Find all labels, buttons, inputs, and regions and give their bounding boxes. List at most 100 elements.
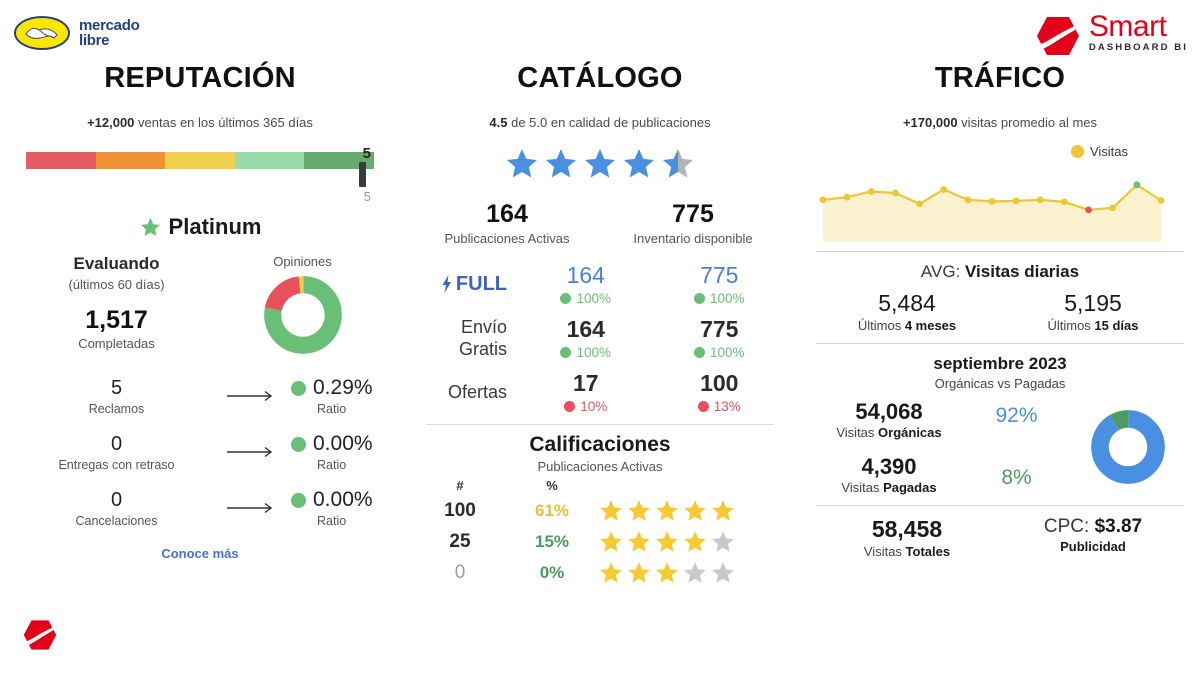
cancel-label: Cancelaciones <box>75 513 158 528</box>
cancel-ratio-row: 0.00% <box>291 488 386 512</box>
cancel-ratio-block: 0.00% Ratio <box>281 488 386 528</box>
rating-pct-3: 0% <box>539 563 565 582</box>
cancel-ratio-label: Ratio <box>317 514 347 528</box>
organic-label-prefix: Visitas <box>836 425 879 440</box>
total-visits-value: 58,458 <box>871 516 943 542</box>
reputation-segment-4 <box>234 152 305 169</box>
legend-label-visitas: Visitas <box>1089 144 1128 159</box>
catalog-active-value: 164 <box>486 200 528 228</box>
reputation-level-label: Platinum <box>168 214 262 239</box>
ratings-subtitle: Publicaciones Activas <box>537 459 663 474</box>
ratings-header: # % <box>414 478 786 493</box>
catalog-freeship-inventory-pct-text: 100% <box>709 345 745 360</box>
avg-15days-label: Últimos 15 días <box>1000 318 1186 333</box>
reputation-title: REPUTACIÓN <box>104 62 296 94</box>
table-row: 25 15% <box>414 529 786 555</box>
ratings-header-stars <box>598 478 786 493</box>
status-dot-red <box>564 401 576 412</box>
star-icon <box>628 500 650 521</box>
star-icon <box>140 217 160 236</box>
reputation-column: REPUTACIÓN +12,000 ventas en los últimos… <box>0 62 400 586</box>
avg-15days-bold: 15 días <box>1094 318 1139 333</box>
avg-title-prefix: AVG: <box>920 262 966 281</box>
organic-label: Visitas Orgánicas <box>814 425 964 440</box>
late-ratio-label: Ratio <box>317 458 347 472</box>
star-icon <box>628 531 650 552</box>
avg-values: 5,484 Últimos 4 meses 5,195 Últimos 15 d… <box>814 290 1186 333</box>
avg-4months-prefix: Últimos <box>857 318 905 333</box>
catalog-full-text: FULL <box>455 273 507 295</box>
reputation-level: Platinum <box>14 214 386 240</box>
star-icon <box>656 500 678 521</box>
reputation-segment-2 <box>95 152 166 169</box>
star-icon <box>684 531 706 552</box>
traffic-visits-value: +170,000 <box>902 115 958 130</box>
rating-count-5: 100 <box>444 500 476 521</box>
organic-label-bold: Orgánicas <box>878 425 942 440</box>
completed-label: Completadas <box>78 336 155 351</box>
handshake-icon <box>14 16 70 50</box>
total-visits-bold: Totales <box>905 544 951 559</box>
reputation-marker <box>359 162 366 187</box>
status-dot-green <box>291 492 306 508</box>
catalog-active-block: 164 Publicaciones Activas <box>414 200 600 246</box>
reputation-sales-text: ventas en los últimos 365 días <box>134 115 313 130</box>
star-icon <box>684 500 706 521</box>
reputation-metrics: Evaluando (últimos 60 días) 1,517 Comple… <box>14 254 386 561</box>
paid-value: 4,390 <box>861 454 917 479</box>
status-dot-green <box>693 293 705 304</box>
organic-value: 54,068 <box>855 399 923 424</box>
smart-footer-logo <box>22 618 58 657</box>
catalog-offers-active-pct: 10% <box>519 399 653 414</box>
divider <box>426 424 774 425</box>
star-icon <box>712 500 734 521</box>
cancel-count-block: 0 Cancelaciones <box>14 489 219 528</box>
avg-15days-value: 5,195 <box>1064 290 1122 316</box>
catalog-offers-inventory-pct-text: 13% <box>713 399 741 414</box>
catalog-full-inventory-pct-text: 100% <box>709 291 745 306</box>
avg-4months-value: 5,484 <box>878 290 936 316</box>
catalog-full-label: FULL <box>414 273 519 295</box>
star-icon <box>546 149 576 178</box>
conoce-mas-link[interactable]: Conoce más <box>161 546 239 561</box>
star-icon <box>624 149 654 178</box>
dashboard-columns: REPUTACIÓN +12,000 ventas en los últimos… <box>0 62 1200 586</box>
opinions-donut-chart <box>263 276 342 354</box>
spacer <box>964 428 1069 466</box>
cpc-row: CPC: $3.87 <box>1000 516 1186 538</box>
late-ratio-row: 0.00% <box>291 432 386 456</box>
total-visits-prefix: Visitas <box>863 544 906 559</box>
ratings-header-pct: % <box>546 478 558 493</box>
catalog-full-active-pct: 100% <box>519 291 653 306</box>
ovp-donut-wrapper <box>1069 410 1186 484</box>
table-row: FULL 164 100% 775 100% <box>414 262 786 306</box>
reputation-subtitle: +12,000 ventas en los últimos 365 días <box>14 115 386 130</box>
claims-count-block: 5 Reclamos <box>14 377 219 416</box>
late-count-block: 0 Entregas con retraso <box>14 433 219 472</box>
star-empty-icon <box>684 562 706 583</box>
reputation-row-claims: 5 Reclamos 0.29% Ratio <box>14 376 386 416</box>
claims-count: 5 <box>110 376 123 399</box>
spacer <box>814 440 964 454</box>
catalog-active-label: Publicaciones Activas <box>444 231 570 246</box>
divider <box>816 343 1184 344</box>
avg-4months-bold: 4 meses <box>904 318 957 333</box>
rating-count-3: 0 <box>454 562 466 583</box>
rating-stars-4 <box>598 529 786 555</box>
reputation-summary-row: Evaluando (últimos 60 días) 1,517 Comple… <box>14 254 386 360</box>
catalog-full-active-value: 164 <box>566 262 605 288</box>
star-icon <box>507 149 537 178</box>
catalog-offers-inventory-pct: 13% <box>653 399 787 414</box>
ovp-numbers: 54,068 Visitas Orgánicas 4,390 Visitas P… <box>814 399 964 495</box>
table-row: Envío Gratis 164 100% 775 100% <box>414 316 786 360</box>
paid-label-bold: Pagadas <box>883 480 937 495</box>
claims-ratio-value: 0.29% <box>313 376 373 399</box>
catalog-offers-inventory-value: 100 <box>700 370 739 396</box>
avg-15days-prefix: Últimos <box>1047 318 1095 333</box>
catalog-freeship-inventory-pct: 100% <box>653 345 787 360</box>
status-dot-green <box>291 380 306 396</box>
star-icon <box>585 149 615 178</box>
catalog-full-active: 164 100% <box>519 262 653 306</box>
claims-ratio-block: 0.29% Ratio <box>281 376 386 416</box>
reputation-bar-top-label: 5 <box>362 145 371 162</box>
